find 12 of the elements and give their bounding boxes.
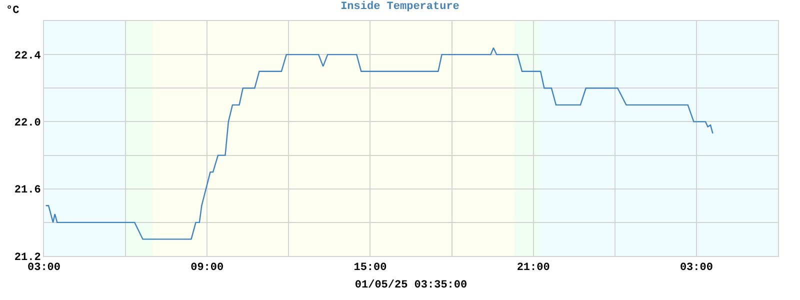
- x-tick-label: 03:00: [680, 262, 713, 274]
- y-tick-label: 21.2: [14, 252, 41, 264]
- x-tick-label: 03:00: [27, 262, 61, 274]
- chart-title: Inside Temperature: [340, 1, 460, 14]
- y-axis-title: °C: [6, 5, 20, 17]
- x-tick-label: 21:00: [516, 262, 550, 274]
- y-tick-label: 22.0: [14, 118, 41, 130]
- y-tick-label: 22.4: [14, 50, 42, 62]
- x-axis-title: 01/05/25 03:35:00: [354, 279, 468, 292]
- x-tick-label: 09:00: [190, 262, 224, 274]
- y-tick-label: 21.6: [14, 184, 41, 197]
- x-tick-label: 15:00: [354, 262, 387, 274]
